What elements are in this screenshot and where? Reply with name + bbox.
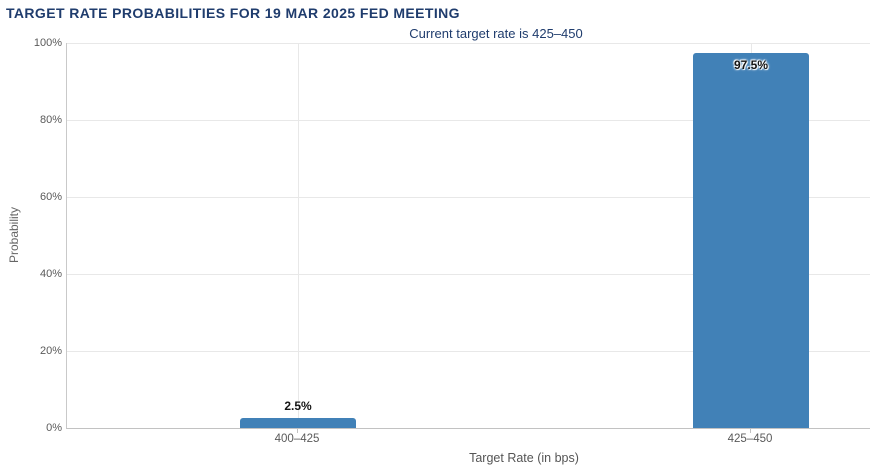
x-gridline xyxy=(298,43,299,428)
y-gridline xyxy=(67,351,870,352)
y-tick-label: 60% xyxy=(39,191,62,203)
x-tick-mark xyxy=(297,428,298,433)
bar-value-label: 2.5% xyxy=(284,399,312,413)
y-tick-label: 40% xyxy=(39,268,62,280)
bar-value-label: 97.5% xyxy=(733,58,769,72)
probability-bar-425–450[interactable] xyxy=(693,53,809,428)
x-category-label: 400–425 xyxy=(274,433,320,445)
probability-bar-400–425[interactable] xyxy=(240,418,356,428)
y-tick-label: 0% xyxy=(46,422,62,434)
plot-area: 2.5% 97.5% xyxy=(66,43,870,429)
y-gridline xyxy=(67,197,870,198)
y-gridline xyxy=(67,120,870,121)
chart-subtitle: Current target rate is 425–450 xyxy=(409,26,583,41)
x-tick-mark xyxy=(750,428,751,433)
x-axis-title: Target Rate (in bps) xyxy=(469,451,579,465)
y-gridline xyxy=(67,274,870,275)
chart-title: TARGET RATE PROBABILITIES FOR 19 MAR 202… xyxy=(6,5,460,21)
y-tick-label: 80% xyxy=(39,114,62,126)
x-category-label: 425–450 xyxy=(727,433,773,445)
y-gridline xyxy=(67,43,870,44)
y-tick-label: 100% xyxy=(33,37,62,49)
y-tick-label: 20% xyxy=(39,345,62,357)
y-axis-title: Probability xyxy=(7,206,21,264)
